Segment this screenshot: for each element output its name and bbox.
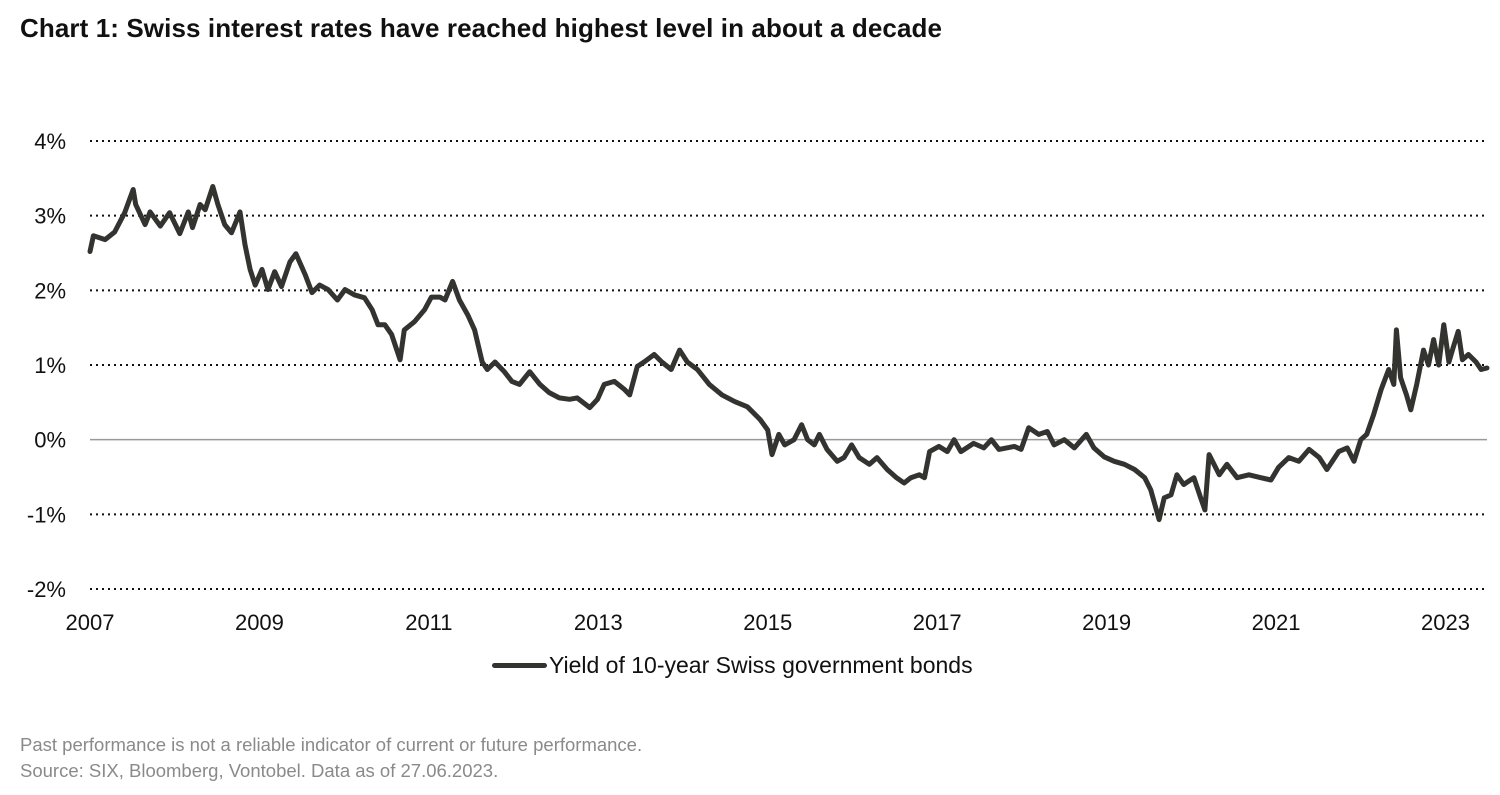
- x-tick-label: 2007: [66, 610, 115, 635]
- y-tick-label: 2%: [34, 278, 66, 303]
- x-tick-label: 2011: [405, 610, 452, 635]
- y-tick-label: -2%: [27, 577, 66, 602]
- legend-label: Yield of 10-year Swiss government bonds: [549, 652, 973, 678]
- y-tick-label: 3%: [34, 204, 66, 229]
- y-tick-label: 4%: [34, 129, 66, 154]
- x-axis-ticks: 2007 2009 2011 2013 2015 2017 2019 2021 2023: [66, 610, 1470, 635]
- x-tick-label: 2021: [1252, 610, 1301, 635]
- y-tick-label: -1%: [27, 502, 66, 527]
- series-line-yield-10y: [87, 184, 1490, 523]
- source-note: Source: SIX, Bloomberg, Vontobel. Data a…: [20, 760, 499, 781]
- x-tick-label: 2009: [235, 610, 284, 635]
- chart-title: Chart 1: Swiss interest rates have reach…: [20, 13, 943, 43]
- legend: Yield of 10-year Swiss government bonds: [492, 652, 973, 679]
- x-tick-label: 2015: [743, 610, 792, 635]
- x-tick-label: 2013: [574, 610, 623, 635]
- legend-swatch: [492, 663, 547, 668]
- line-chart: 4% 3% 2% 1% 0% -1% -2% 2007 2009 2011 2013 2015 201…: [27, 129, 1490, 635]
- disclaimer: Past performance is not a reliable indic…: [20, 734, 643, 755]
- x-tick-label: 2017: [913, 610, 962, 635]
- x-tick-label: 2019: [1082, 610, 1131, 635]
- x-tick-label: 2023: [1421, 610, 1470, 635]
- gridlines: [90, 140, 1487, 590]
- y-tick-label: 1%: [34, 353, 66, 378]
- y-tick-label: 0%: [34, 428, 66, 453]
- y-axis-ticks: 4% 3% 2% 1% 0% -1% -2%: [27, 129, 66, 602]
